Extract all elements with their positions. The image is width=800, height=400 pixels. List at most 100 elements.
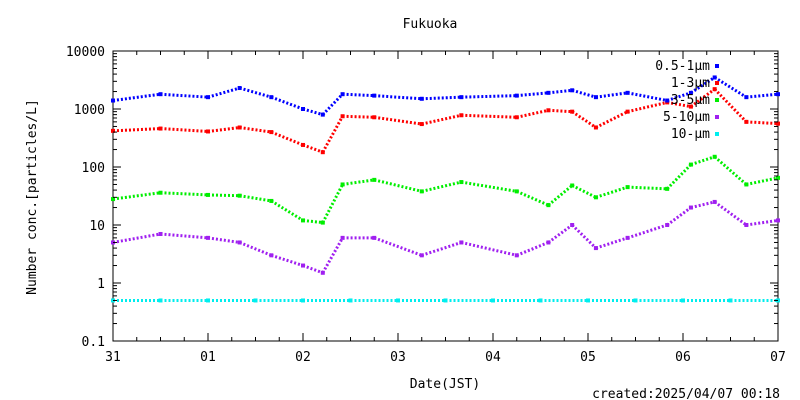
y-tick-label: 1000 xyxy=(74,103,105,118)
data-trace-segment xyxy=(627,100,668,114)
data-trace-segment xyxy=(666,91,692,102)
data-trace-segment xyxy=(666,206,692,227)
legend-marker xyxy=(715,132,719,136)
data-trace-segment xyxy=(112,92,161,103)
legend-marker xyxy=(715,115,719,119)
y-tick-label: 0.1 xyxy=(82,335,105,350)
data-trace-segment xyxy=(516,189,550,207)
y-tick-label: 10 xyxy=(89,219,105,234)
data-trace-segment xyxy=(627,185,668,191)
data-point xyxy=(419,253,424,258)
x-tick-label: 04 xyxy=(485,350,501,365)
data-trace-segment xyxy=(112,191,161,201)
data-trace-segment xyxy=(713,76,748,99)
data-trace-segment xyxy=(713,155,748,186)
x-tick-label: 31 xyxy=(105,350,121,365)
data-trace-segment xyxy=(516,91,549,98)
data-trace-segment xyxy=(690,87,716,108)
data-trace-segment xyxy=(461,180,517,193)
series-10-m xyxy=(111,298,780,303)
series-3-5-m xyxy=(111,154,780,225)
legend: 0.5-1μm 1-3μm 3-5μm 5-10μm 10-μm xyxy=(655,59,719,142)
data-trace-segment xyxy=(321,93,344,116)
data-trace-segment xyxy=(239,194,272,203)
data-trace-segment xyxy=(270,130,304,147)
y-axis-ticks: 0.1 1 10 100 1000 10000 xyxy=(66,45,778,350)
series-0.5-1-m xyxy=(111,75,780,117)
x-tick-label: 02 xyxy=(295,350,311,365)
data-trace-segment xyxy=(571,110,597,129)
data-trace-segment xyxy=(461,113,517,119)
data-trace-segment xyxy=(160,191,209,197)
chart-title: Fukuoka xyxy=(403,17,458,32)
data-trace-segment xyxy=(207,125,240,133)
creation-timestamp: created:2025/04/07 00:18 xyxy=(592,387,780,400)
y-tick-label: 1 xyxy=(97,277,105,292)
data-trace-segment xyxy=(270,253,304,267)
legend-marker xyxy=(715,64,719,68)
data-point xyxy=(776,92,780,97)
x-tick-label: 05 xyxy=(580,350,596,365)
data-trace-segment xyxy=(421,180,462,193)
y-tick-label: 10000 xyxy=(66,45,105,60)
data-trace-segment xyxy=(548,88,573,95)
data-trace-segment xyxy=(342,114,375,119)
x-axis-ticks: 31 01 02 03 04 05 06 07 xyxy=(105,51,786,365)
series-5-10-m xyxy=(111,199,780,275)
y-tick-label: 100 xyxy=(82,161,105,176)
data-trace-segment xyxy=(666,100,692,109)
data-trace-segment xyxy=(460,240,518,257)
data-trace-segment xyxy=(746,218,779,227)
data-trace-segment xyxy=(547,223,574,244)
data-trace-segment xyxy=(713,200,748,227)
data-trace-segment xyxy=(207,236,240,244)
data-trace-segment xyxy=(595,236,629,250)
data-trace-segment xyxy=(239,241,272,257)
data-trace-segment xyxy=(421,95,462,101)
data-trace-segment xyxy=(595,185,629,199)
x-tick-label: 03 xyxy=(390,350,406,365)
data-trace-segment xyxy=(571,223,597,250)
data-trace-segment xyxy=(571,88,597,99)
legend-label: 10-μm xyxy=(671,127,710,142)
data-trace-segment xyxy=(112,232,161,244)
data-trace-segment xyxy=(112,127,161,133)
data-trace-segment xyxy=(547,184,574,207)
data-points-layer xyxy=(111,75,780,303)
data-trace-segment xyxy=(374,94,422,101)
data-trace-segment xyxy=(690,200,716,209)
data-trace-segment xyxy=(302,264,324,275)
data-trace-segment xyxy=(342,178,375,186)
legend-label: 5-10μm xyxy=(663,110,710,125)
data-trace-segment xyxy=(160,127,209,133)
data-trace-segment xyxy=(627,91,668,102)
data-trace-segment xyxy=(666,163,692,190)
x-tick-label: 01 xyxy=(200,350,216,365)
data-point xyxy=(776,121,780,126)
data-trace-segment xyxy=(746,92,779,99)
data-trace-segment xyxy=(270,199,304,222)
data-trace-segment xyxy=(160,232,209,240)
data-trace-segment xyxy=(595,110,629,129)
legend-marker xyxy=(715,81,719,85)
data-trace-segment xyxy=(373,178,423,193)
data-trace-segment xyxy=(302,107,324,117)
data-trace-segment xyxy=(239,86,272,99)
data-point xyxy=(514,253,519,258)
data-trace-segment xyxy=(595,91,628,99)
data-trace-segment xyxy=(239,126,272,134)
data-trace-segment xyxy=(548,108,573,114)
legend-label: 0.5-1μm xyxy=(655,59,710,74)
legend-label: 1-3μm xyxy=(671,76,710,91)
data-trace-segment xyxy=(627,223,668,240)
data-trace-segment xyxy=(321,183,344,224)
data-trace-segment xyxy=(746,176,779,186)
data-trace-segment xyxy=(690,76,716,95)
x-tick-label: 07 xyxy=(770,350,786,365)
data-trace-segment xyxy=(302,218,323,225)
data-trace-segment xyxy=(571,184,597,199)
data-trace-segment xyxy=(160,92,209,99)
x-axis-label: Date(JST) xyxy=(410,377,480,392)
legend-label: 3-5μm xyxy=(671,93,710,108)
